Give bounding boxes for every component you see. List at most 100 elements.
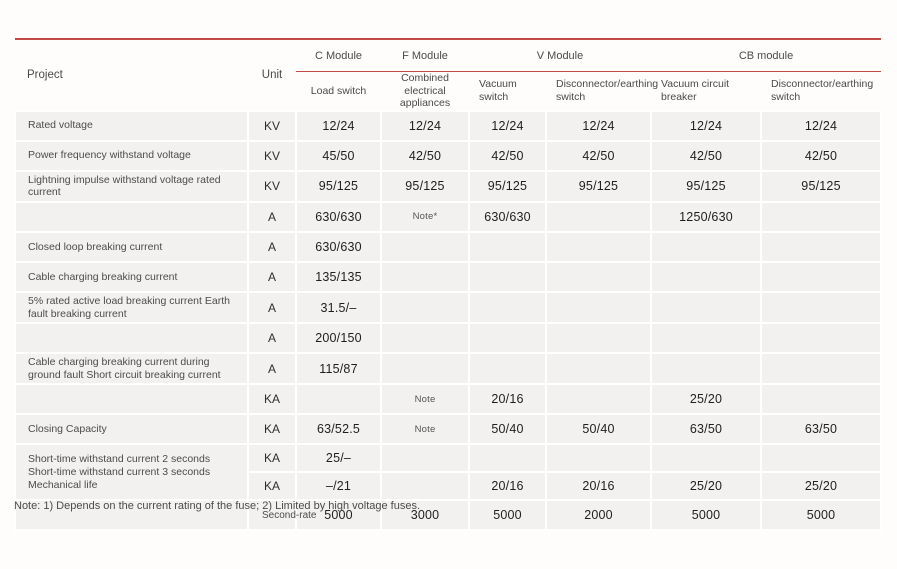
value-cell xyxy=(380,443,470,474)
value-cell xyxy=(760,352,883,386)
value-cell: 25/20 xyxy=(650,471,763,502)
table-row: Rated voltage KV 12/24 12/24 12/24 12/24 12/24… xyxy=(14,109,883,142)
value-cell: 63/50 xyxy=(760,413,883,446)
value-cell xyxy=(468,352,547,386)
value-cell xyxy=(760,260,883,293)
value-cell: 63/50 xyxy=(650,413,763,446)
value-cell xyxy=(468,230,547,263)
subheader-combined-electrical-appliances: Combined electrical appliances xyxy=(381,72,469,111)
table-row: Closed loop breaking current A 630/630 xyxy=(14,230,883,263)
project-label: Closed loop breaking current xyxy=(14,230,249,263)
value-cell xyxy=(650,352,763,386)
value-cell xyxy=(468,260,547,293)
value-cell xyxy=(544,443,653,474)
value-cell: 25/– xyxy=(295,443,382,474)
table-row: A 200/150 xyxy=(14,322,883,355)
table-row: Cable charging breaking current A 135/135 xyxy=(14,260,883,293)
value-cell xyxy=(760,200,883,233)
value-cell: 12/24 xyxy=(468,109,547,142)
value-cell xyxy=(544,260,653,293)
unit-label: Second-rate xyxy=(247,499,316,532)
value-cell xyxy=(544,383,653,416)
value-cell: 50/40 xyxy=(468,413,547,446)
value-cell xyxy=(380,471,470,502)
value-cell: 12/24 xyxy=(760,109,883,142)
table-row: 5% rated active load breaking current Ea… xyxy=(14,290,883,325)
unit-label: A xyxy=(247,260,297,293)
value-cell xyxy=(468,322,547,355)
column-header-unit: Unit xyxy=(261,68,283,81)
value-cell: –/21 xyxy=(295,471,382,502)
table-row: Closing Capacity KA 63/52.5 Note 50/40 50/40 6… xyxy=(14,413,883,446)
value-cell: 12/24 xyxy=(544,109,653,142)
value-cell: 630/630 xyxy=(295,230,382,263)
value-cell: 95/125 xyxy=(380,169,470,203)
value-cell: 12/24 xyxy=(295,109,382,142)
value-cell: 95/125 xyxy=(650,169,763,203)
spec-table-body: Rated voltage KV 12/24 12/24 12/24 12/24 12/24… xyxy=(14,109,883,532)
unit-label: A xyxy=(247,230,297,263)
project-label xyxy=(14,499,249,532)
project-label: Short-time withstand current 2 seconds S… xyxy=(14,443,249,502)
value-cell: 5000 xyxy=(760,499,883,532)
project-label xyxy=(14,200,249,233)
value-cell xyxy=(650,260,763,293)
table-row: Power frequency withstand voltage KV 45/50… xyxy=(14,139,883,172)
value-cell xyxy=(380,322,470,355)
project-label: Cable charging breaking current xyxy=(14,260,249,293)
unit-label: KA xyxy=(247,443,297,474)
value-cell: 42/50 xyxy=(650,139,763,172)
table-row: KA Note 20/16 25/20 xyxy=(14,383,883,416)
subheader-text: Combined electrical appliances xyxy=(399,72,451,110)
table-row: KA –/21 20/16 20/16 25/20 25/20 xyxy=(15,471,883,502)
value-cell: Note* xyxy=(380,200,470,233)
value-cell xyxy=(380,260,470,293)
value-cell: 5000 xyxy=(295,499,382,532)
value-cell xyxy=(380,230,470,263)
subheader-load-switch: Load switch xyxy=(310,84,367,97)
spec-table: Project Unit C Module F Module V Module … xyxy=(14,38,883,532)
spec-table-header: Project Unit C Module F Module V Module … xyxy=(15,39,882,111)
subheader-disconnector-earthing-switch-v: Disconnector/earthing switch xyxy=(556,78,659,103)
project-label: Cable charging breaking current during g… xyxy=(14,352,249,386)
value-cell: 200/150 xyxy=(295,322,382,355)
value-cell xyxy=(650,290,763,325)
project-label xyxy=(14,322,249,355)
value-cell xyxy=(380,290,470,325)
value-cell: Note xyxy=(380,413,470,446)
project-label: Closing Capacity xyxy=(14,413,249,446)
value-cell: 42/50 xyxy=(760,139,883,172)
unit-label: KA xyxy=(247,383,297,416)
table-row: Cable charging breaking current during g… xyxy=(14,352,883,386)
value-cell: 42/50 xyxy=(380,139,470,172)
table-row: Short-time withstand current 2 seconds S… xyxy=(14,443,883,502)
value-cell: 2000 xyxy=(544,499,653,532)
value-cell xyxy=(760,230,883,263)
value-cell: 95/125 xyxy=(295,169,382,203)
value-cell: 42/50 xyxy=(544,139,653,172)
unit-label: A xyxy=(247,322,297,355)
value-cell xyxy=(650,443,763,474)
value-cell: 12/24 xyxy=(380,109,470,142)
module-header-cb: CB module xyxy=(651,39,882,72)
project-label: Lightning impulse withstand voltage rate… xyxy=(14,169,249,203)
value-cell: 31.5/– xyxy=(295,290,382,325)
spec-table-container: Project Unit C Module F Module V Module … xyxy=(14,38,883,532)
subheader-vacuum-switch: Vacuum switch xyxy=(469,72,546,111)
unit-label: A xyxy=(247,290,297,325)
project-label: 5% rated active load breaking current Ea… xyxy=(14,290,249,325)
value-cell: 20/16 xyxy=(468,383,547,416)
value-cell: 25/20 xyxy=(760,471,883,502)
module-header-row: Project Unit C Module F Module V Module … xyxy=(15,39,882,81)
value-cell xyxy=(544,290,653,325)
footnote: Note: 1) Depends on the current rating o… xyxy=(14,500,421,512)
module-header-c: C Module xyxy=(296,39,381,72)
subheader-disconnector-earthing-switch-cb: Disconnector/earthing switch xyxy=(771,78,874,103)
value-cell xyxy=(760,290,883,325)
unit-label: KV xyxy=(247,169,297,203)
value-cell: Note xyxy=(380,383,470,416)
value-cell xyxy=(760,443,883,474)
value-cell: 95/125 xyxy=(468,169,547,203)
value-cell: 25/20 xyxy=(650,383,763,416)
